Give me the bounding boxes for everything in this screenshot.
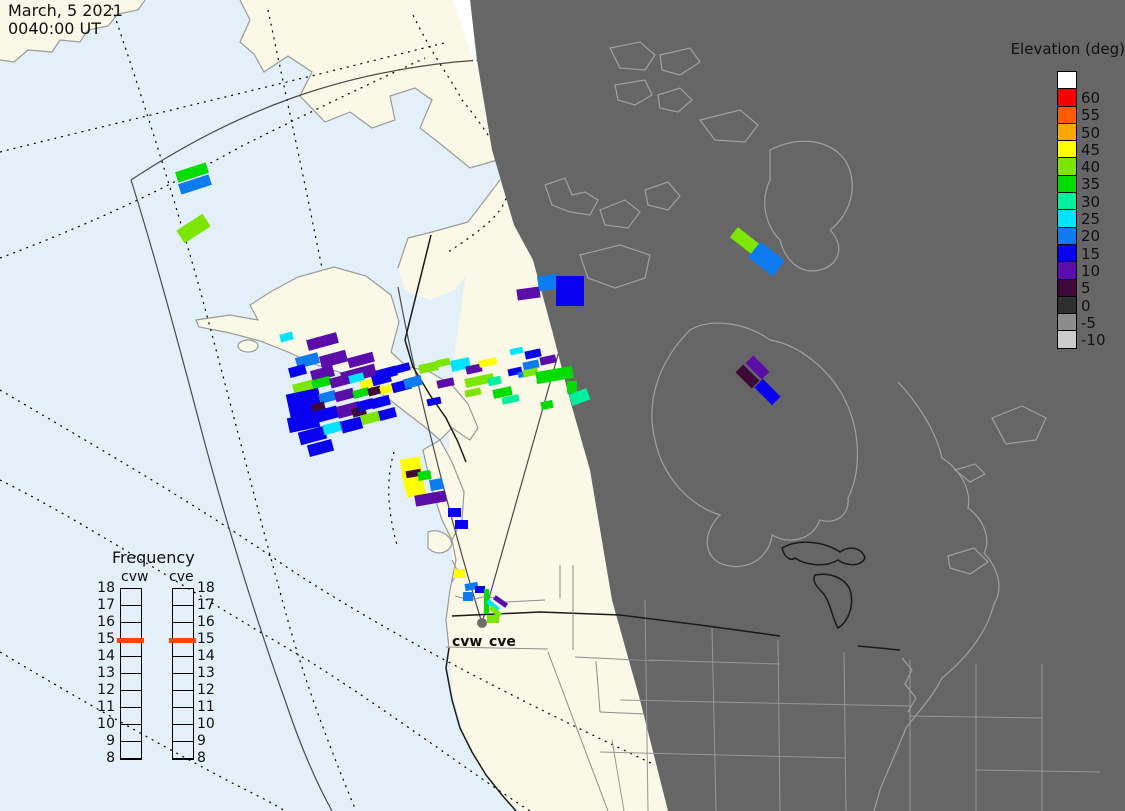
elevation-label: 35 — [1081, 175, 1101, 194]
elevation-swatch — [1058, 72, 1076, 90]
elevation-label: 45 — [1081, 140, 1101, 159]
frequency-cell — [121, 589, 141, 606]
elevation-swatch — [1058, 331, 1076, 348]
radar-label-cvw: cvw — [452, 634, 483, 650]
frequency-tick: 13 — [197, 665, 215, 681]
elevation-legend: Elevation (deg) 60 55 50 45 40 35 30 25 20 15 10 5 0… — [1005, 40, 1125, 349]
terminator-twilight-band — [453, 0, 478, 75]
night-coastlines — [544, 41, 1047, 811]
frequency-cell — [173, 674, 193, 691]
frequency-tick: 10 — [197, 716, 215, 732]
elevation-label: 10 — [1081, 261, 1101, 280]
elevation-swatch — [1058, 193, 1076, 211]
elevation-label: 30 — [1081, 192, 1101, 211]
frequency-tick: 18 — [97, 580, 115, 596]
frequency-cell — [173, 742, 193, 759]
frequency-tick: 11 — [97, 699, 115, 715]
frequency-cell — [173, 606, 193, 623]
frequency-tick: 13 — [97, 665, 115, 681]
frequency-cell — [121, 640, 141, 657]
timestamp: March, 5 2021 0040:00 UT — [8, 2, 123, 38]
frequency-cell — [173, 708, 193, 725]
frequency-tick: 17 — [197, 597, 215, 613]
elevation-label: 50 — [1081, 123, 1101, 142]
frequency-tick: 16 — [97, 614, 115, 630]
frequency-ladder-cve — [169, 588, 196, 760]
frequency-cell — [173, 657, 193, 674]
frequency-tick: 12 — [97, 682, 115, 698]
frequency-tick: 14 — [197, 648, 215, 664]
dark-borders — [404, 234, 901, 811]
frequency-tick: 11 — [197, 699, 215, 715]
elevation-label: 0 — [1081, 296, 1091, 315]
frequency-legend-title: Frequency — [112, 548, 195, 567]
frequency-cell — [173, 640, 193, 657]
frequency-cell — [121, 606, 141, 623]
magnetic-graticule — [0, 7, 656, 811]
elevation-label: 55 — [1081, 106, 1101, 125]
elevation-swatch — [1058, 314, 1076, 332]
frequency-cell — [121, 691, 141, 708]
fov-outline — [130, 59, 588, 811]
frequency-ladder-cvw — [117, 588, 144, 760]
frequency-column-label-cve: cve — [169, 569, 194, 585]
elevation-swatch — [1058, 106, 1076, 124]
elevation-swatch — [1058, 210, 1076, 228]
timestamp-time: 0040:00 UT — [8, 19, 102, 38]
elevation-label: 15 — [1081, 244, 1101, 263]
frequency-cell — [173, 691, 193, 708]
elevation-swatch — [1058, 89, 1076, 107]
frequency-cell — [121, 657, 141, 674]
frequency-cell — [173, 725, 193, 742]
timestamp-date: March, 5 2021 — [8, 1, 123, 20]
frequency-tick: 10 — [97, 716, 115, 732]
elevation-label: 5 — [1081, 279, 1091, 298]
frequency-cell — [121, 742, 141, 759]
elevation-swatch — [1058, 244, 1076, 263]
frequency-tick: 9 — [106, 733, 115, 749]
elevation-swatch — [1058, 296, 1076, 315]
elevation-label: -10 — [1081, 331, 1106, 350]
frequency-tick: 17 — [97, 597, 115, 613]
radar-site-dot — [477, 618, 487, 628]
elevation-label: 20 — [1081, 227, 1101, 246]
elevation-legend-title: Elevation (deg) — [1010, 40, 1125, 58]
frequency-tick: 8 — [197, 750, 206, 766]
frequency-cell — [121, 674, 141, 691]
frequency-tick: 16 — [197, 614, 215, 630]
elevation-swatch — [1058, 158, 1076, 176]
frequency-tick: 15 — [97, 631, 115, 647]
elevation-label: 60 — [1081, 88, 1101, 107]
frequency-column-label-cvw: cvw — [121, 569, 149, 585]
frequency-tick: 15 — [197, 631, 215, 647]
elevation-swatch — [1058, 279, 1076, 297]
frequency-marker-cve — [169, 637, 196, 643]
frequency-tick: 12 — [197, 682, 215, 698]
frequency-tick: 14 — [97, 648, 115, 664]
frequency-cell — [121, 725, 141, 742]
elevation-label: 40 — [1081, 158, 1101, 177]
elevation-swatch — [1058, 227, 1076, 245]
elevation-swatch — [1058, 141, 1076, 159]
elevation-label: 25 — [1081, 210, 1101, 229]
elevation-label: -5 — [1081, 313, 1096, 332]
radar-label-cve: cve — [489, 634, 516, 650]
frequency-tick: 8 — [106, 750, 115, 766]
frequency-tick: 18 — [197, 580, 215, 596]
frequency-tick: 9 — [197, 733, 206, 749]
frequency-cell — [173, 589, 193, 606]
frequency-marker-cvw — [117, 637, 144, 643]
night-overlay — [470, 0, 1125, 811]
frequency-cell — [121, 708, 141, 725]
elevation-swatch — [1058, 175, 1076, 194]
elevation-swatch — [1058, 123, 1076, 142]
elevation-color-column — [1057, 71, 1077, 349]
night-state-borders — [599, 599, 1101, 811]
elevation-swatch — [1058, 262, 1076, 280]
